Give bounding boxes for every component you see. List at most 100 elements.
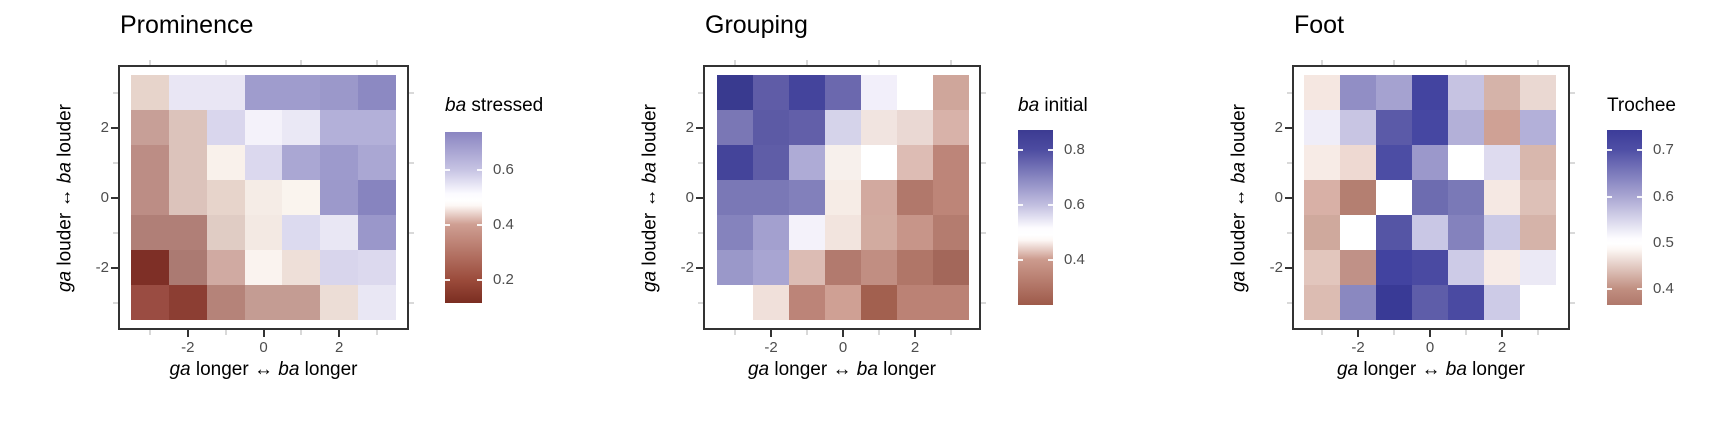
heatmap-cell	[1448, 145, 1484, 180]
heatmap-cell	[861, 75, 897, 110]
minor-tick	[878, 330, 880, 335]
heatmap-cell	[897, 250, 933, 285]
italic-phoneme: ga	[169, 359, 191, 380]
x-axis-tick	[1357, 330, 1359, 337]
minor-tick	[806, 330, 808, 335]
italic-phoneme: ba	[1445, 359, 1467, 380]
heatmap-cell	[789, 110, 825, 145]
minor-tick	[409, 91, 414, 94]
label-text: longer	[299, 359, 358, 380]
label-text: ↔	[832, 359, 852, 380]
minor-tick	[409, 161, 414, 164]
heatmap-cell	[131, 75, 169, 110]
heatmap-cell	[861, 250, 897, 285]
heatmap-cell	[1448, 285, 1484, 320]
italic-phoneme: ba	[1018, 95, 1040, 116]
label-text: stressed	[466, 95, 544, 116]
x-axis-tick	[186, 330, 189, 337]
heatmap-cell	[1448, 215, 1484, 250]
colorbar-tick	[1637, 288, 1642, 291]
heatmap-cell	[168, 285, 207, 320]
heatmap-cell	[933, 75, 969, 110]
italic-phoneme: ba	[639, 161, 660, 183]
heatmap-cell	[861, 215, 897, 250]
y-axis-tick	[696, 126, 703, 129]
heatmap-cell	[358, 180, 396, 215]
heatmap-cell	[717, 180, 753, 215]
heatmap-cell	[753, 250, 789, 285]
heatmap-cell	[1520, 110, 1556, 145]
heatmap-cell	[1412, 180, 1448, 215]
colorbar-tick	[477, 224, 482, 227]
colorbar-tick	[1637, 148, 1642, 151]
legend-title: ba stressed	[445, 95, 543, 117]
heatmap-cell	[206, 110, 245, 145]
heatmap-cell	[861, 180, 897, 215]
colorbar-tick	[1607, 148, 1612, 151]
heatmap-cell	[131, 250, 169, 285]
heatmap-cell	[1484, 180, 1520, 215]
heatmap-cell	[1304, 215, 1340, 250]
heatmap-cell	[1448, 75, 1484, 110]
heatmap-cell	[789, 215, 825, 250]
heatmap-cell	[1520, 250, 1556, 285]
x-axis-tick	[1501, 330, 1503, 337]
heatmap-cell	[1412, 110, 1448, 145]
minor-tick	[1321, 330, 1323, 335]
heatmap-cell	[1484, 250, 1520, 285]
heatmap-cell	[1340, 75, 1376, 110]
heatmap-cell	[897, 285, 933, 320]
heatmap-grid	[717, 75, 969, 320]
minor-tick	[1465, 330, 1467, 335]
heatmap-cell	[282, 250, 321, 285]
heatmap-cell	[282, 75, 321, 110]
y-tick-label: 2	[100, 118, 109, 136]
minor-tick	[734, 60, 736, 65]
heatmap-cell	[1304, 285, 1340, 320]
heatmap-cell	[320, 285, 359, 320]
y-tick-label: 2	[1274, 118, 1283, 136]
label-text: ↔	[253, 359, 273, 380]
y-axis-tick	[111, 266, 118, 269]
y-tick-label: -2	[680, 258, 694, 276]
colorbar-tick	[445, 168, 450, 171]
y-tick-label: 0	[1274, 188, 1283, 206]
colorbar-tick	[1018, 148, 1023, 151]
heatmap-cell	[320, 110, 359, 145]
minor-tick	[698, 161, 703, 164]
y-axis-tick	[1285, 126, 1292, 129]
heatmap-cell	[1304, 180, 1340, 215]
heatmap-cell	[789, 145, 825, 180]
heatmap-cell	[1340, 285, 1376, 320]
heatmap-cell	[753, 285, 789, 320]
label-text: longer	[1466, 359, 1526, 380]
y-axis-tick	[1285, 196, 1292, 199]
heatmap-cell	[1520, 180, 1556, 215]
heatmap-cell	[1448, 250, 1484, 285]
heatmap-cell	[897, 145, 933, 180]
heatmap-cell	[168, 145, 207, 180]
label-text	[639, 183, 660, 188]
heatmap-cell	[1376, 75, 1412, 110]
minor-tick	[734, 330, 736, 335]
heatmap-cell	[825, 250, 861, 285]
y-tick-label: 0	[100, 188, 109, 206]
heatmap-cell	[206, 180, 245, 215]
label-text	[1228, 183, 1249, 188]
heatmap-cell	[206, 75, 245, 110]
heatmap-cell	[168, 180, 207, 215]
minor-tick	[1287, 91, 1292, 94]
heatmap-cell	[897, 180, 933, 215]
colorbar-tick-label: 0.4	[493, 216, 514, 234]
heatmap-cell	[1412, 250, 1448, 285]
minor-tick	[698, 91, 703, 94]
minor-tick	[113, 301, 118, 304]
minor-tick	[1287, 231, 1292, 234]
x-tick-label: -2	[1351, 339, 1365, 356]
heatmap-cell	[861, 110, 897, 145]
heatmap-cell	[1484, 110, 1520, 145]
heatmap-cell	[1376, 180, 1412, 215]
y-axis-tick	[696, 196, 703, 199]
minor-tick	[376, 330, 379, 335]
colorbar-tick	[1048, 204, 1053, 207]
